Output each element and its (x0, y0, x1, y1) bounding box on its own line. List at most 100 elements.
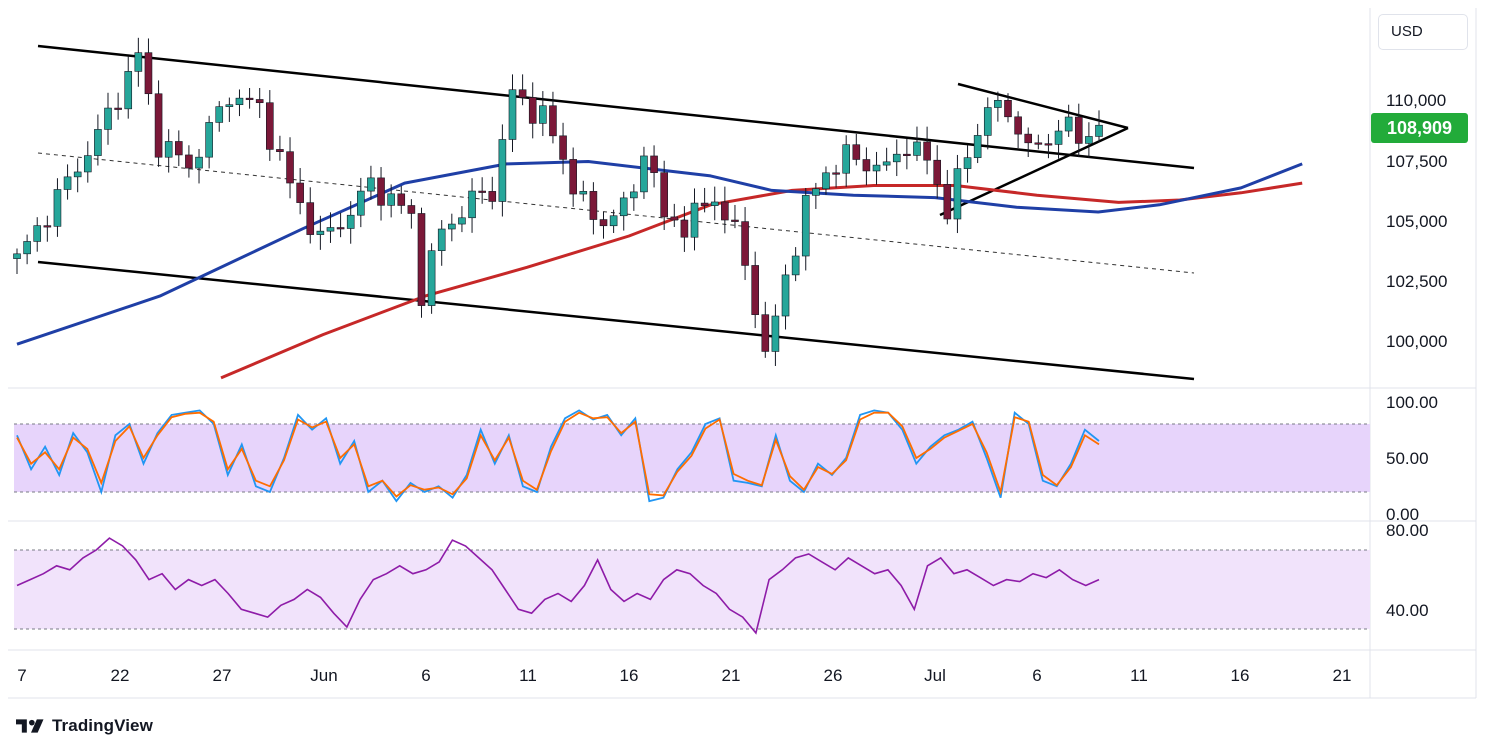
candle-up[interactable] (83, 155, 92, 173)
candle-down[interactable] (306, 202, 315, 235)
candle-down[interactable] (174, 141, 183, 156)
candle-up[interactable] (53, 189, 62, 227)
candle-up[interactable] (892, 153, 901, 163)
candle-up[interactable] (1095, 124, 1103, 137)
candle-down[interactable] (518, 89, 527, 98)
candle-up[interactable] (1064, 116, 1073, 132)
tradingview-brand[interactable]: TradingView (16, 714, 153, 738)
candle-up[interactable] (468, 190, 476, 219)
candle-up[interactable] (994, 99, 1002, 108)
candle-down[interactable] (650, 155, 658, 173)
candle-up[interactable] (539, 105, 547, 124)
candle-up[interactable] (316, 230, 325, 235)
candle-up[interactable] (619, 197, 628, 217)
candle-up[interactable] (387, 193, 395, 206)
candle-down[interactable] (144, 52, 153, 95)
candle-up[interactable] (953, 168, 962, 220)
candle-down[interactable] (761, 314, 770, 352)
candle-up[interactable] (630, 191, 638, 199)
candle-down[interactable] (43, 225, 52, 228)
candle-up[interactable] (437, 228, 446, 251)
candle-down[interactable] (751, 265, 759, 315)
candle-up[interactable] (882, 161, 891, 166)
candle-down[interactable] (286, 151, 294, 184)
candle-up[interactable] (235, 97, 244, 106)
candle-down[interactable] (377, 177, 385, 206)
candle-up[interactable] (609, 215, 618, 227)
channel-midline[interactable] (37, 152, 1195, 274)
candle-up[interactable] (842, 144, 850, 174)
candle-down[interactable] (903, 153, 911, 156)
candle-up[interactable] (710, 201, 719, 206)
candle-down[interactable] (852, 144, 861, 160)
candle-up[interactable] (498, 139, 507, 202)
candle-up[interactable] (73, 171, 82, 178)
candle-down[interactable] (670, 216, 679, 221)
price-axis[interactable]: 110,000 107,500 105,000 102,500 100,000 (1386, 91, 1447, 351)
candle-down[interactable] (549, 105, 557, 137)
candle-down[interactable] (407, 205, 416, 214)
candle-up[interactable] (1085, 136, 1093, 144)
candle-down[interactable] (245, 97, 254, 100)
sma-fast-line[interactable] (16, 160, 1303, 346)
candle-down[interactable] (832, 172, 840, 175)
candle-up[interactable] (640, 155, 648, 193)
candle-up[interactable] (1054, 130, 1063, 145)
candle-down[interactable] (478, 190, 486, 193)
candle-up[interactable] (13, 253, 21, 259)
candle-up[interactable] (822, 172, 830, 190)
candle-down[interactable] (1014, 116, 1022, 135)
stochastic-axis[interactable]: 100.00 50.00 0.00 (1386, 393, 1438, 524)
sma-slow-line[interactable] (220, 181, 1303, 380)
candle-up[interactable] (812, 188, 820, 196)
rsi-line[interactable] (16, 537, 1100, 635)
candle-down[interactable] (1044, 143, 1053, 146)
channel-upper-line[interactable] (37, 44, 1195, 170)
candle-up[interactable] (346, 214, 355, 229)
candle-down[interactable] (1004, 99, 1012, 118)
candle-down[interactable] (731, 219, 739, 222)
candle-up[interactable] (124, 71, 133, 110)
candle-up[interactable] (791, 255, 800, 276)
candle-down[interactable] (417, 213, 426, 306)
candle-down[interactable] (599, 219, 608, 227)
candle-up[interactable] (94, 129, 102, 156)
candle-down[interactable] (397, 193, 406, 206)
candle-down[interactable] (528, 97, 537, 124)
candle-down[interactable] (923, 141, 931, 161)
candle-up[interactable] (508, 89, 517, 140)
candle-up[interactable] (781, 274, 790, 317)
candle-down[interactable] (1074, 116, 1083, 144)
candle-up[interactable] (215, 106, 224, 123)
candle-down[interactable] (185, 154, 193, 169)
candle-up[interactable] (205, 122, 213, 158)
candle-down[interactable] (266, 102, 274, 150)
candle-down[interactable] (741, 221, 749, 266)
candle-up[interactable] (195, 156, 203, 169)
candle-down[interactable] (721, 201, 729, 221)
candle-down[interactable] (700, 202, 709, 206)
currency-selector[interactable]: USD (1378, 14, 1468, 50)
candle-up[interactable] (427, 250, 436, 306)
candle-up[interactable] (104, 107, 112, 130)
candle-up[interactable] (913, 141, 921, 156)
candle-down[interactable] (589, 191, 598, 220)
candle-down[interactable] (488, 191, 497, 202)
candle-up[interactable] (872, 164, 881, 172)
candle-down[interactable] (336, 227, 345, 230)
candle-up[interactable] (367, 177, 375, 192)
candle-down[interactable] (154, 93, 163, 158)
candle-up[interactable] (448, 223, 456, 230)
triangle-upper-line[interactable] (957, 82, 1129, 130)
candle-up[interactable] (225, 104, 234, 107)
candle-up[interactable] (973, 135, 982, 158)
candle-down[interactable] (943, 184, 952, 220)
candle-up[interactable] (963, 157, 972, 169)
candle-up[interactable] (164, 141, 173, 158)
candle-up[interactable] (326, 227, 335, 232)
candle-up[interactable] (458, 217, 466, 225)
candle-up[interactable] (23, 241, 31, 255)
candle-down[interactable] (1034, 142, 1043, 145)
candle-up[interactable] (579, 191, 588, 195)
